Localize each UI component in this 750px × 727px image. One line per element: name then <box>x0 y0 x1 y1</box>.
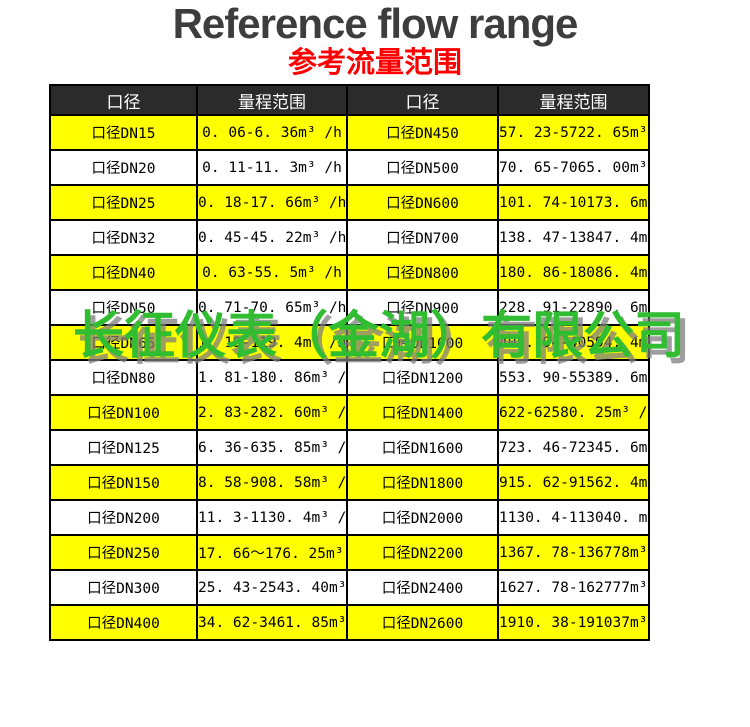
range-cell: 0. 11-11. 3m³ /h <box>196 149 348 186</box>
range-cell: 180. 86-18086. 4m³ /h <box>497 254 650 291</box>
range-cell: 0. 06-6. 36m³ /h <box>196 114 348 151</box>
table-row: 口径DN15 0. 06-6. 36m³ /h 口径DN450 57. 23-5722… <box>49 114 650 151</box>
diameter-cell: 口径DN125 <box>49 429 198 466</box>
table-body: 口径DN15 0. 06-6. 36m³ /h 口径DN450 57. 23-5722… <box>49 114 650 641</box>
diameter-cell: 口径DN1200 <box>346 359 499 396</box>
page-title: Reference flow range <box>172 0 579 47</box>
diameter-cell: 口径DN50 <box>49 289 198 326</box>
range-cell: 1. 81-180. 86m³ /h <box>196 359 348 396</box>
range-cell: 6. 36-635. 85m³ /h <box>196 429 348 466</box>
page-subtitle: 参考流量范围 <box>287 47 462 79</box>
diameter-cell: 口径DN32 <box>49 219 198 256</box>
range-cell: 57. 23-5722. 65m³ /h <box>497 114 650 151</box>
range-cell: 0. 71-70. 65m³ /h <box>196 289 348 326</box>
range-cell: 1627. 78-162777m³ /h <box>497 569 650 606</box>
range-cell: 2. 83-282. 60m³ /h <box>196 394 348 431</box>
table-header: 口径 量程范围 口径 量程范围 <box>49 84 650 116</box>
diameter-cell: 口径DN40 <box>49 254 198 291</box>
range-cell: 17. 66～176. 25m³ /h <box>196 534 348 571</box>
table-row: 口径DN100 2. 83-282. 60m³ /h 口径DN1400 622-625… <box>49 394 650 431</box>
table-row: 口径DN32 0. 45-45. 22m³ /h 口径DN700 138. 47-13… <box>49 219 650 256</box>
table-row: 口径DN150 8. 58-908. 58m³ /h 口径DN1800 915. 62… <box>49 464 650 501</box>
diameter-cell: 口径DN150 <box>49 464 198 501</box>
diameter-cell: 口径DN1800 <box>346 464 499 501</box>
range-cell: 34. 62-3461. 85m³ /h <box>196 604 348 641</box>
range-cell: 405. 94-40594. 4m³ /h <box>497 324 650 361</box>
range-cell: 915. 62-91562. 4m³ /h <box>497 464 650 501</box>
diameter-cell: 口径DN2600 <box>346 604 499 641</box>
range-cell: 0. 18-17. 66m³ /h <box>196 184 348 221</box>
range-cell: 228. 91-22890. 6m³ /h <box>497 289 650 326</box>
flow-table: 口径 量程范围 口径 量程范围 口径DN15 0. 06-6. 36m³ /h 口径… <box>49 84 650 641</box>
diameter-cell: 口径DN2000 <box>346 499 499 536</box>
range-cell: 138. 47-13847. 4m³ /h <box>497 219 650 256</box>
table-row: 口径DN65 1. 19-119. 4m³ /h 口径DN1000 405. 94-4… <box>49 324 650 361</box>
header-row: 口径 量程范围 口径 量程范围 <box>49 84 650 116</box>
diameter-cell: 口径DN700 <box>346 219 499 256</box>
range-cell: 70. 65-7065. 00m³ /h <box>497 149 650 186</box>
diameter-cell: 口径DN20 <box>49 149 198 186</box>
range-cell: 25. 43-2543. 40m³ /h <box>196 569 348 606</box>
diameter-cell: 口径DN300 <box>49 569 198 606</box>
header-range-left: 量程范围 <box>196 84 348 116</box>
range-cell: 0. 63-55. 5m³ /h <box>196 254 348 291</box>
range-cell: 622-62580. 25m³ /h <box>497 394 650 431</box>
diameter-cell: 口径DN2400 <box>346 569 499 606</box>
range-cell: 723. 46-72345. 6m³ /h <box>497 429 650 466</box>
table-row: 口径DN40 0. 63-55. 5m³ /h 口径DN800 180. 86-180… <box>49 254 650 291</box>
diameter-cell: 口径DN400 <box>49 604 198 641</box>
diameter-cell: 口径DN1000 <box>346 324 499 361</box>
table-row: 口径DN20 0. 11-11. 3m³ /h 口径DN500 70. 65-7065… <box>49 149 650 186</box>
diameter-cell: 口径DN500 <box>346 149 499 186</box>
diameter-cell: 口径DN600 <box>346 184 499 221</box>
diameter-cell: 口径DN800 <box>346 254 499 291</box>
table-row: 口径DN125 6. 36-635. 85m³ /h 口径DN1600 723. 46… <box>49 429 650 466</box>
diameter-cell: 口径DN1600 <box>346 429 499 466</box>
range-cell: 553. 90-55389. 6m³ /h <box>497 359 650 396</box>
diameter-cell: 口径DN450 <box>346 114 499 151</box>
diameter-cell: 口径DN80 <box>49 359 198 396</box>
diameter-cell: 口径DN1400 <box>346 394 499 431</box>
diameter-cell: 口径DN15 <box>49 114 198 151</box>
header-diameter-right: 口径 <box>346 84 499 116</box>
header-range-right: 量程范围 <box>497 84 650 116</box>
range-cell: 1130. 4-113040. m³ /h <box>497 499 650 536</box>
range-cell: 0. 45-45. 22m³ /h <box>196 219 348 256</box>
table-row: 口径DN25 0. 18-17. 66m³ /h 口径DN600 101. 74-10… <box>49 184 650 221</box>
diameter-cell: 口径DN25 <box>49 184 198 221</box>
diameter-cell: 口径DN2200 <box>346 534 499 571</box>
range-cell: 11. 3-1130. 4m³ /h <box>196 499 348 536</box>
range-cell: 1. 19-119. 4m³ /h <box>196 324 348 361</box>
table-row: 口径DN80 1. 81-180. 86m³ /h 口径DN1200 553. 90-… <box>49 359 650 396</box>
range-cell: 1910. 38-191037m³ /h <box>497 604 650 641</box>
diameter-cell: 口径DN100 <box>49 394 198 431</box>
range-cell: 8. 58-908. 58m³ /h <box>196 464 348 501</box>
flow-range-table: 口径 量程范围 口径 量程范围 口径DN15 0. 06-6. 36m³ /h 口径… <box>49 84 685 641</box>
header-diameter-left: 口径 <box>49 84 198 116</box>
table-row: 口径DN200 11. 3-1130. 4m³ /h 口径DN2000 1130. 4… <box>49 499 650 536</box>
diameter-cell: 口径DN65 <box>49 324 198 361</box>
diameter-cell: 口径DN200 <box>49 499 198 536</box>
diameter-cell: 口径DN250 <box>49 534 198 571</box>
diameter-cell: 口径DN900 <box>346 289 499 326</box>
range-cell: 1367. 78-136778m³ /h <box>497 534 650 571</box>
range-cell: 101. 74-10173. 6m³ /h <box>497 184 650 221</box>
table-row: 口径DN50 0. 71-70. 65m³ /h 口径DN900 228. 91-22… <box>49 289 650 326</box>
